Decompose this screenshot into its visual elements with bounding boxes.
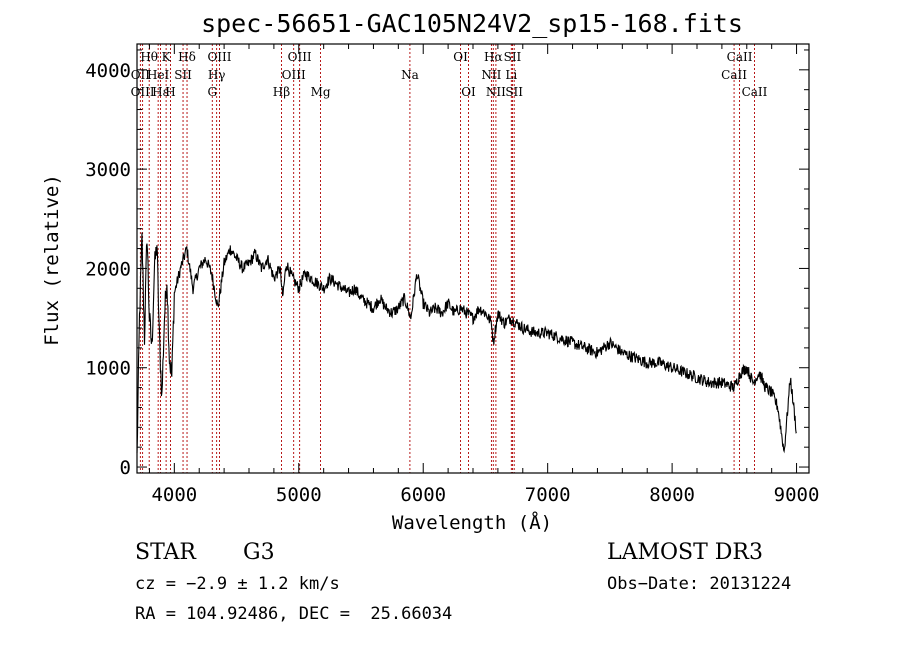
redshift-velocity: cz = −2.9 ± 1.2 km/s <box>135 574 340 594</box>
spectral-line-label: OIII <box>282 68 306 82</box>
x-tick-label: 5000 <box>276 484 322 506</box>
object-class: STAR <box>135 540 196 565</box>
spectral-line-label: OI <box>453 50 468 64</box>
spectral-line-label: NII <box>481 68 501 82</box>
spectral-line-label: Hα <box>484 50 503 64</box>
spectral-line-label: HeI <box>147 68 170 82</box>
x-tick-label: 6000 <box>400 484 446 506</box>
spectral-line-label: Hθ <box>140 50 158 64</box>
spectral-line-label: Hδ <box>178 50 196 64</box>
spectral-line-label: K <box>162 50 172 64</box>
spectral-line-label: SII <box>505 85 523 99</box>
spectral-line-label: SII <box>504 50 522 64</box>
spectral-line-label: H <box>165 85 175 99</box>
x-tick-label: 8000 <box>649 484 695 506</box>
spectral-line-label: OII <box>131 68 151 82</box>
y-tick-label: 1000 <box>85 358 131 380</box>
y-tick-label: 2000 <box>85 258 131 280</box>
spectral-line-label: Mg <box>311 85 331 99</box>
spectral-line-markers <box>139 44 755 473</box>
spectrum-chart: spec-56651-GAC105N24V2_sp15-168.fits Hθ O… <box>41 9 820 534</box>
y-axis-label: Flux (relative) <box>41 174 63 346</box>
spectral-line-label: Hε <box>152 85 169 99</box>
y-axis-ticks: 0 1000 2000 3000 4000 <box>85 49 809 479</box>
x-tick-label: 9000 <box>774 484 820 506</box>
observation-date: Obs−Date: 20131224 <box>607 574 792 594</box>
spectral-line-label: SII <box>174 68 192 82</box>
spectral-line-label: Li <box>505 68 517 82</box>
y-tick-label: 0 <box>120 457 131 479</box>
spectral-line-label: OI <box>461 85 476 99</box>
chart-title: spec-56651-GAC105N24V2_sp15-168.fits <box>201 9 743 38</box>
x-axis-ticks: 4000 5000 6000 7000 8000 9000 <box>148 44 820 506</box>
y-tick-label: 4000 <box>85 60 131 82</box>
x-tick-label: 7000 <box>525 484 571 506</box>
survey-name: LAMOST DR3 <box>607 540 763 565</box>
coordinates: RA = 104.92486, DEC = 25.66034 <box>135 604 453 624</box>
object-subclass: G3 <box>243 540 275 565</box>
y-tick-label: 3000 <box>85 159 131 181</box>
spectral-line-label: G <box>207 85 217 99</box>
spectral-line-label: NII <box>486 85 506 99</box>
spectral-line-label: OIII <box>288 50 312 64</box>
x-tick-label: 4000 <box>151 484 197 506</box>
spectral-line-label: Hγ <box>208 68 226 82</box>
spectral-line-label: CaII <box>742 85 768 99</box>
spectral-line-label: CaII <box>727 50 753 64</box>
flux-series-line <box>136 232 797 454</box>
spectral-line-label: OIII <box>207 50 231 64</box>
spectral-line-label: CaII <box>721 68 747 82</box>
x-axis-label: Wavelength (Å) <box>392 511 552 534</box>
spectral-line-label: Hβ <box>273 85 290 99</box>
spectral-line-label: Na <box>401 68 419 82</box>
